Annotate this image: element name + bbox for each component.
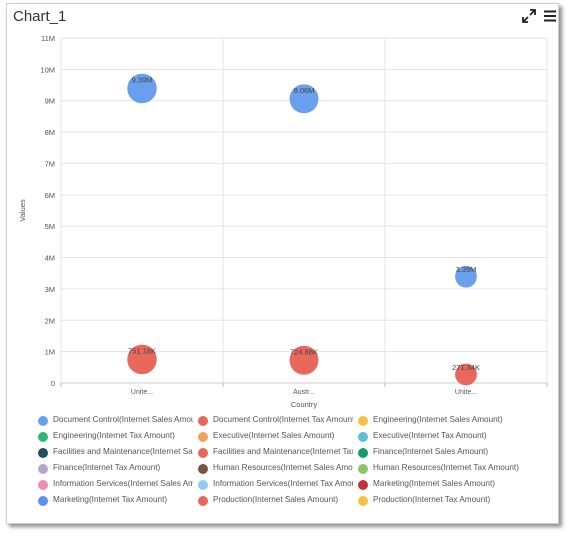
legend-label: Finance(Internet Sales Amount) [373,447,489,456]
legend-row: Finance(Internet Tax Amount) Human Resour… [38,461,548,477]
hamburger-menu-icon[interactable] [543,9,557,23]
chart-legend: Document Control(Internet Sales Amount) D… [38,413,548,509]
legend-item[interactable]: Marketing(Internet Tax Amount) [38,493,193,509]
y-tick-label: 8M [45,128,55,137]
y-tick-label: 7M [45,159,55,168]
legend-marker-icon [358,416,368,426]
legend-label: Information Services(Internet Tax Amount… [213,479,353,488]
bubble-point [454,363,478,386]
legend-label: Facilities and Maintenance(Internet Tax … [213,447,353,456]
legend-label: Engineering(Internet Tax Amount) [53,431,175,440]
y-tick-label: 5M [45,222,55,231]
legend-label: Marketing(Internet Sales Amount) [373,479,495,488]
legend-label: Marketing(Internet Tax Amount) [53,495,168,504]
legend-label: Executive(Internet Tax Amount) [373,431,487,440]
bubble-point [289,83,319,114]
legend-marker-icon [38,480,48,490]
y-tick-label: 6M [45,191,55,200]
legend-label: Finance(Internet Tax Amount) [53,463,161,472]
legend-label: Document Control(Internet Tax Amount) [213,415,353,424]
legend-label: Engineering(Internet Sales Amount) [373,415,503,424]
legend-marker-icon [198,480,208,490]
y-axis-title: Values [18,199,27,222]
legend-item[interactable]: Document Control(Internet Sales Amount) [38,413,193,429]
legend-row: Information Services(Internet Sales Amou… [38,477,548,493]
legend-label: Production(Internet Sales Amount) [213,495,339,504]
data-label: 751.18K [128,346,156,355]
legend-row: Facilities and Maintenance(Internet Sale… [38,445,548,461]
y-tick-label: 0 [51,379,55,388]
chart-container: Chart_1 [6,3,559,524]
legend-marker-icon [38,464,48,474]
legend-item[interactable]: Finance(Internet Tax Amount) [38,461,193,477]
legend-row: Engineering(Internet Tax Amount) Executiv… [38,429,548,445]
y-tick-label: 11M [41,34,55,43]
legend-row: Document Control(Internet Sales Amount) D… [38,413,548,429]
y-tick-label: 9M [45,97,55,106]
legend-item[interactable]: Information Services(Internet Tax Amount… [198,477,353,493]
legend-label: Information Services(Internet Sales Amou… [53,479,193,488]
legend-label: Facilities and Maintenance(Internet Sale… [53,447,193,456]
legend-marker-icon [358,448,368,458]
legend-label: Human Resources(Internet Sales Amount) [213,463,353,472]
legend-label: Executive(Internet Sales Amount) [213,431,335,440]
legend-item[interactable]: Facilities and Maintenance(Internet Sale… [38,445,193,461]
expand-icon[interactable] [522,9,536,23]
legend-row: Marketing(Internet Tax Amount) Production… [38,493,548,509]
y-tick-label: 3M [45,285,55,294]
legend-item[interactable]: Information Services(Internet Sales Amou… [38,477,193,493]
bubble-point [454,265,478,289]
bubble-point [126,73,158,104]
legend-marker-icon [358,480,368,490]
legend-marker-icon [38,416,48,426]
bubble-point [289,345,319,376]
data-label: 271.34K [452,363,480,372]
legend-marker-icon [198,448,208,458]
legend-item[interactable]: Engineering(Internet Tax Amount) [38,429,193,445]
legend-marker-icon [38,496,48,506]
legend-marker-icon [38,448,48,458]
legend-marker-icon [198,496,208,506]
y-tick-label: 4M [45,254,55,263]
data-label: 9.06M [294,86,315,95]
legend-item[interactable]: Human Resources(Internet Sales Amount) [198,461,353,477]
x-axis-title: Country [291,400,318,409]
legend-item[interactable]: Production(Internet Sales Amount) [198,493,353,509]
legend-marker-icon [38,432,48,442]
legend-marker-icon [358,464,368,474]
legend-item[interactable]: Human Resources(Internet Tax Amount) [358,461,548,477]
legend-item[interactable]: Engineering(Internet Sales Amount) [358,413,548,429]
legend-label: Production(Internet Tax Amount) [373,495,491,504]
data-label: 3.39M [456,265,477,274]
data-label: 724.88K [290,347,318,356]
data-label: 9.39M [132,75,153,84]
legend-label: Document Control(Internet Sales Amount) [53,415,193,424]
x-tick-label: Unite... [131,389,153,396]
legend-marker-icon [358,432,368,442]
legend-item[interactable]: Executive(Internet Tax Amount) [358,429,548,445]
x-tick-label: Unite... [455,389,477,396]
legend-marker-icon [198,416,208,426]
legend-item[interactable]: Document Control(Internet Tax Amount) [198,413,353,429]
chart-title: Chart_1 [13,8,67,25]
legend-marker-icon [358,496,368,506]
legend-label: Human Resources(Internet Tax Amount) [373,463,519,472]
y-tick-label: 2M [45,316,55,325]
y-tick-label: 10M [40,65,55,74]
legend-marker-icon [198,464,208,474]
legend-item[interactable]: Executive(Internet Sales Amount) [198,429,353,445]
legend-item[interactable]: Marketing(Internet Sales Amount) [358,477,548,493]
y-tick-label: 1M [45,348,55,357]
x-tick-label: Austr... [293,389,315,396]
legend-item[interactable]: Facilities and Maintenance(Internet Tax … [198,445,353,461]
legend-item[interactable]: Production(Internet Tax Amount) [358,493,548,509]
legend-marker-icon [198,432,208,442]
bubble-point [126,344,158,375]
legend-item[interactable]: Finance(Internet Sales Amount) [358,445,548,461]
